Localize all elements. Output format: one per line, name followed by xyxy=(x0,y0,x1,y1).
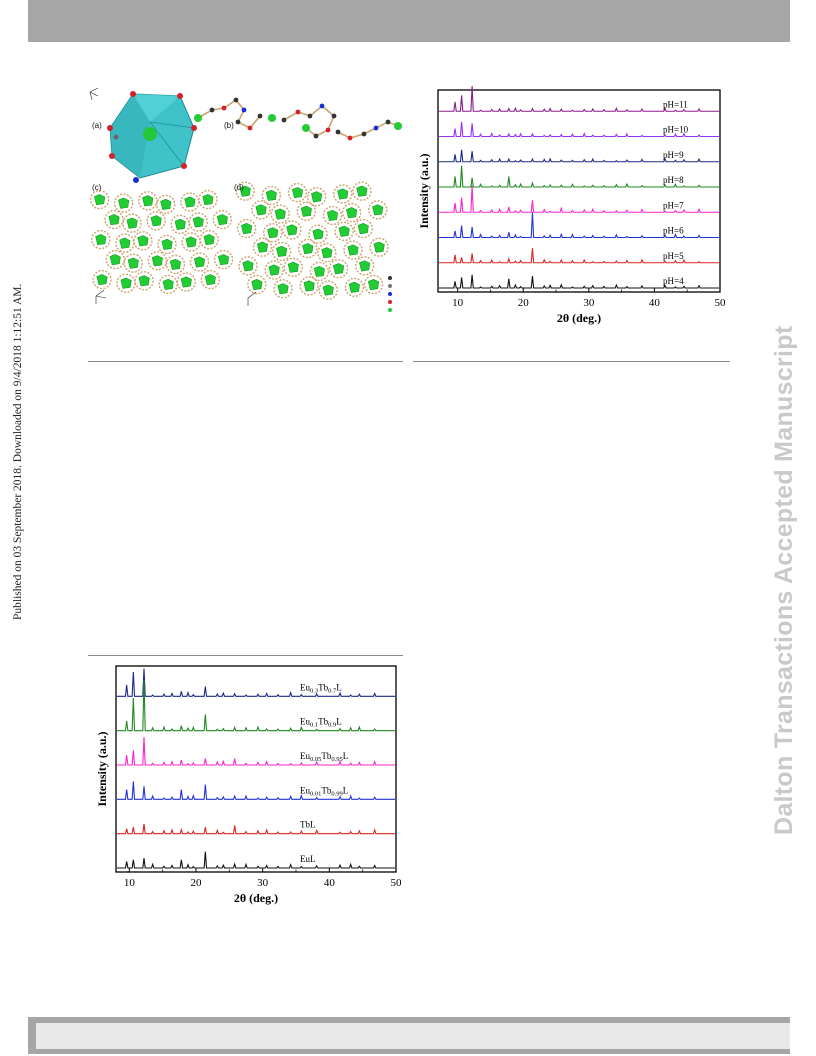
series-trace-pH=6 xyxy=(439,212,719,239)
series-trace-EuL xyxy=(117,851,395,869)
panel-label-a: (a) xyxy=(92,121,102,130)
figure-rule-bottom xyxy=(88,655,403,656)
x-tick-label: 20 xyxy=(191,877,203,889)
series-trace-TbL xyxy=(117,823,395,835)
series-trace-Eu0.01Tb0.99L xyxy=(117,781,395,800)
panel-c xyxy=(89,189,234,304)
series-label: Eu0.05Tb0.95L xyxy=(300,751,348,763)
figure-rule-left xyxy=(88,361,403,362)
x-tick-label: 30 xyxy=(583,297,595,309)
panel-b xyxy=(194,97,402,141)
series-label: pH=5 xyxy=(663,251,684,261)
x-tick-label: 10 xyxy=(452,297,464,309)
series-trace-pH=5 xyxy=(439,248,719,264)
y-axis-label: Intensity (a.u.) xyxy=(95,731,109,806)
manuscript-watermark: Dalton Transactions Accepted Manuscript xyxy=(770,325,798,836)
series-trace-pH=11 xyxy=(439,86,719,112)
series-label: TbL xyxy=(300,820,316,830)
series-trace-Eu0.3Tb0.7L xyxy=(117,668,395,697)
figure-rule-right xyxy=(413,361,730,362)
series-trace-pH=9 xyxy=(439,149,719,163)
series-label: EuL xyxy=(300,854,316,864)
series-trace-Eu0.05Tb0.95L xyxy=(117,737,395,766)
x-tick-label: 50 xyxy=(391,877,403,889)
series-label: Eu0.01Tb0.99L xyxy=(300,785,348,797)
panel-label-c: (c) xyxy=(92,183,102,192)
series-trace-pH=8 xyxy=(439,165,719,188)
series-label: Eu0.3Tb0.7L xyxy=(300,682,342,694)
xrd-ph-chart: 10 20 30 40 50 2θ (deg.) Intensity (a.u.) pH=11… xyxy=(417,86,727,325)
series-label: pH=8 xyxy=(663,175,684,185)
series-label: pH=4 xyxy=(663,276,684,286)
x-tick-label: 10 xyxy=(124,877,136,889)
plot-frame xyxy=(437,89,721,293)
x-tick-label: 40 xyxy=(649,297,661,309)
series-trace-Eu0.1Tb0.9L xyxy=(117,680,395,732)
series-trace-pH=4 xyxy=(439,274,719,289)
x-tick-label: 30 xyxy=(257,877,269,889)
panel-label-d: (d) xyxy=(234,183,244,192)
panel-label-b: (b) xyxy=(224,121,234,130)
series-label: pH=7 xyxy=(663,200,684,210)
series-label: pH=6 xyxy=(663,226,684,236)
panel-a xyxy=(89,87,197,183)
plot-frame xyxy=(115,665,397,873)
series-label: pH=10 xyxy=(663,125,689,135)
series-trace-pH=7 xyxy=(439,185,719,213)
crystal-structure-figure: (a) (b) (c) (d) xyxy=(89,87,402,312)
series-label: Eu0.1Tb0.9L xyxy=(300,717,342,729)
footer-bar-inner xyxy=(36,1023,790,1049)
panel-d xyxy=(235,181,392,312)
x-axis-label: 2θ (deg.) xyxy=(557,311,601,325)
x-tick-label: 40 xyxy=(324,877,336,889)
xrd-doping-chart: 10 20 30 40 50 2θ (deg.) Intensity (a.u.) Eu0.3… xyxy=(95,665,403,905)
series-label: pH=9 xyxy=(663,150,684,160)
x-tick-label: 20 xyxy=(518,297,530,309)
header-bar xyxy=(28,0,790,42)
x-tick-label: 50 xyxy=(715,297,727,309)
y-axis-label: Intensity (a.u.) xyxy=(417,153,431,228)
x-axis-label: 2θ (deg.) xyxy=(234,891,278,905)
series-trace-pH=10 xyxy=(439,121,719,138)
series-label: pH=11 xyxy=(663,99,688,109)
publication-note: Published on 03 September 2018. Download… xyxy=(12,283,24,620)
